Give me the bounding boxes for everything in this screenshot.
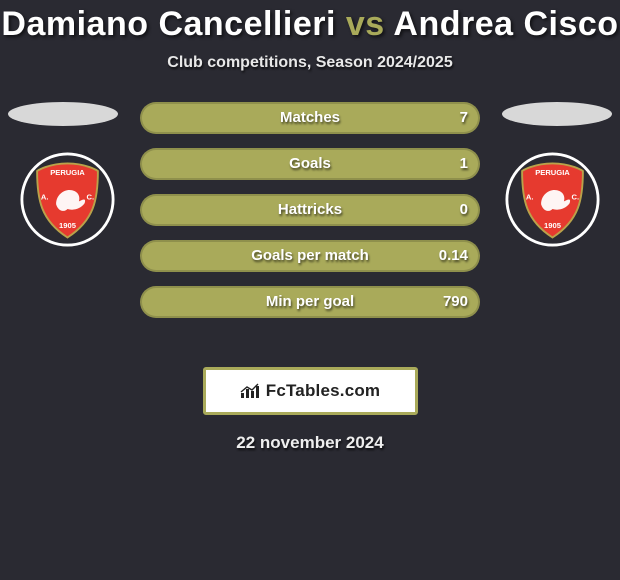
stat-label: Hattricks	[140, 194, 480, 226]
player1-name: Damiano Cancellieri	[1, 5, 336, 43]
stat-value: 7	[460, 102, 468, 134]
svg-text:C.: C.	[87, 193, 95, 202]
stat-label: Goals	[140, 148, 480, 180]
stat-value: 790	[443, 286, 468, 318]
svg-text:A.: A.	[526, 193, 534, 202]
player2-placeholder-ellipse	[502, 102, 612, 126]
crest-icon: PERUGIA A. C. 1905	[20, 152, 115, 247]
comparison-title: Damiano Cancellieri vs Andrea Cisco	[0, 5, 620, 44]
svg-text:1905: 1905	[59, 221, 77, 230]
team2-crest: PERUGIA A. C. 1905	[505, 152, 600, 247]
stat-value: 0.14	[439, 240, 468, 272]
source-badge: FcTables.com	[203, 367, 418, 415]
stat-label: Min per goal	[140, 286, 480, 318]
svg-text:PERUGIA: PERUGIA	[535, 168, 570, 177]
svg-text:1905: 1905	[544, 221, 562, 230]
stat-label: Goals per match	[140, 240, 480, 272]
player2-name: Andrea Cisco	[393, 5, 618, 43]
bars-icon	[240, 383, 262, 399]
date-text: 22 november 2024	[0, 433, 620, 453]
stat-bars: Matches 7 Goals 1 Hattricks 0 Goals per …	[140, 102, 480, 318]
stat-row: Goals 1	[140, 148, 480, 180]
crest-top-text: PERUGIA	[50, 168, 85, 177]
stat-row: Matches 7	[140, 102, 480, 134]
stat-value: 0	[460, 194, 468, 226]
stat-value: 1	[460, 148, 468, 180]
crest-icon: PERUGIA A. C. 1905	[505, 152, 600, 247]
stat-row: Hattricks 0	[140, 194, 480, 226]
svg-text:C.: C.	[572, 193, 580, 202]
main-area: PERUGIA A. C. 1905 PERUGIA A. C. 1905	[0, 102, 620, 352]
team1-crest: PERUGIA A. C. 1905	[20, 152, 115, 247]
vs-text: vs	[346, 5, 385, 43]
subtitle: Club competitions, Season 2024/2025	[0, 54, 620, 72]
svg-text:A.: A.	[41, 193, 49, 202]
stat-row: Goals per match 0.14	[140, 240, 480, 272]
stat-row: Min per goal 790	[140, 286, 480, 318]
source-text: FcTables.com	[240, 381, 381, 401]
stat-label: Matches	[140, 102, 480, 134]
player1-placeholder-ellipse	[8, 102, 118, 126]
